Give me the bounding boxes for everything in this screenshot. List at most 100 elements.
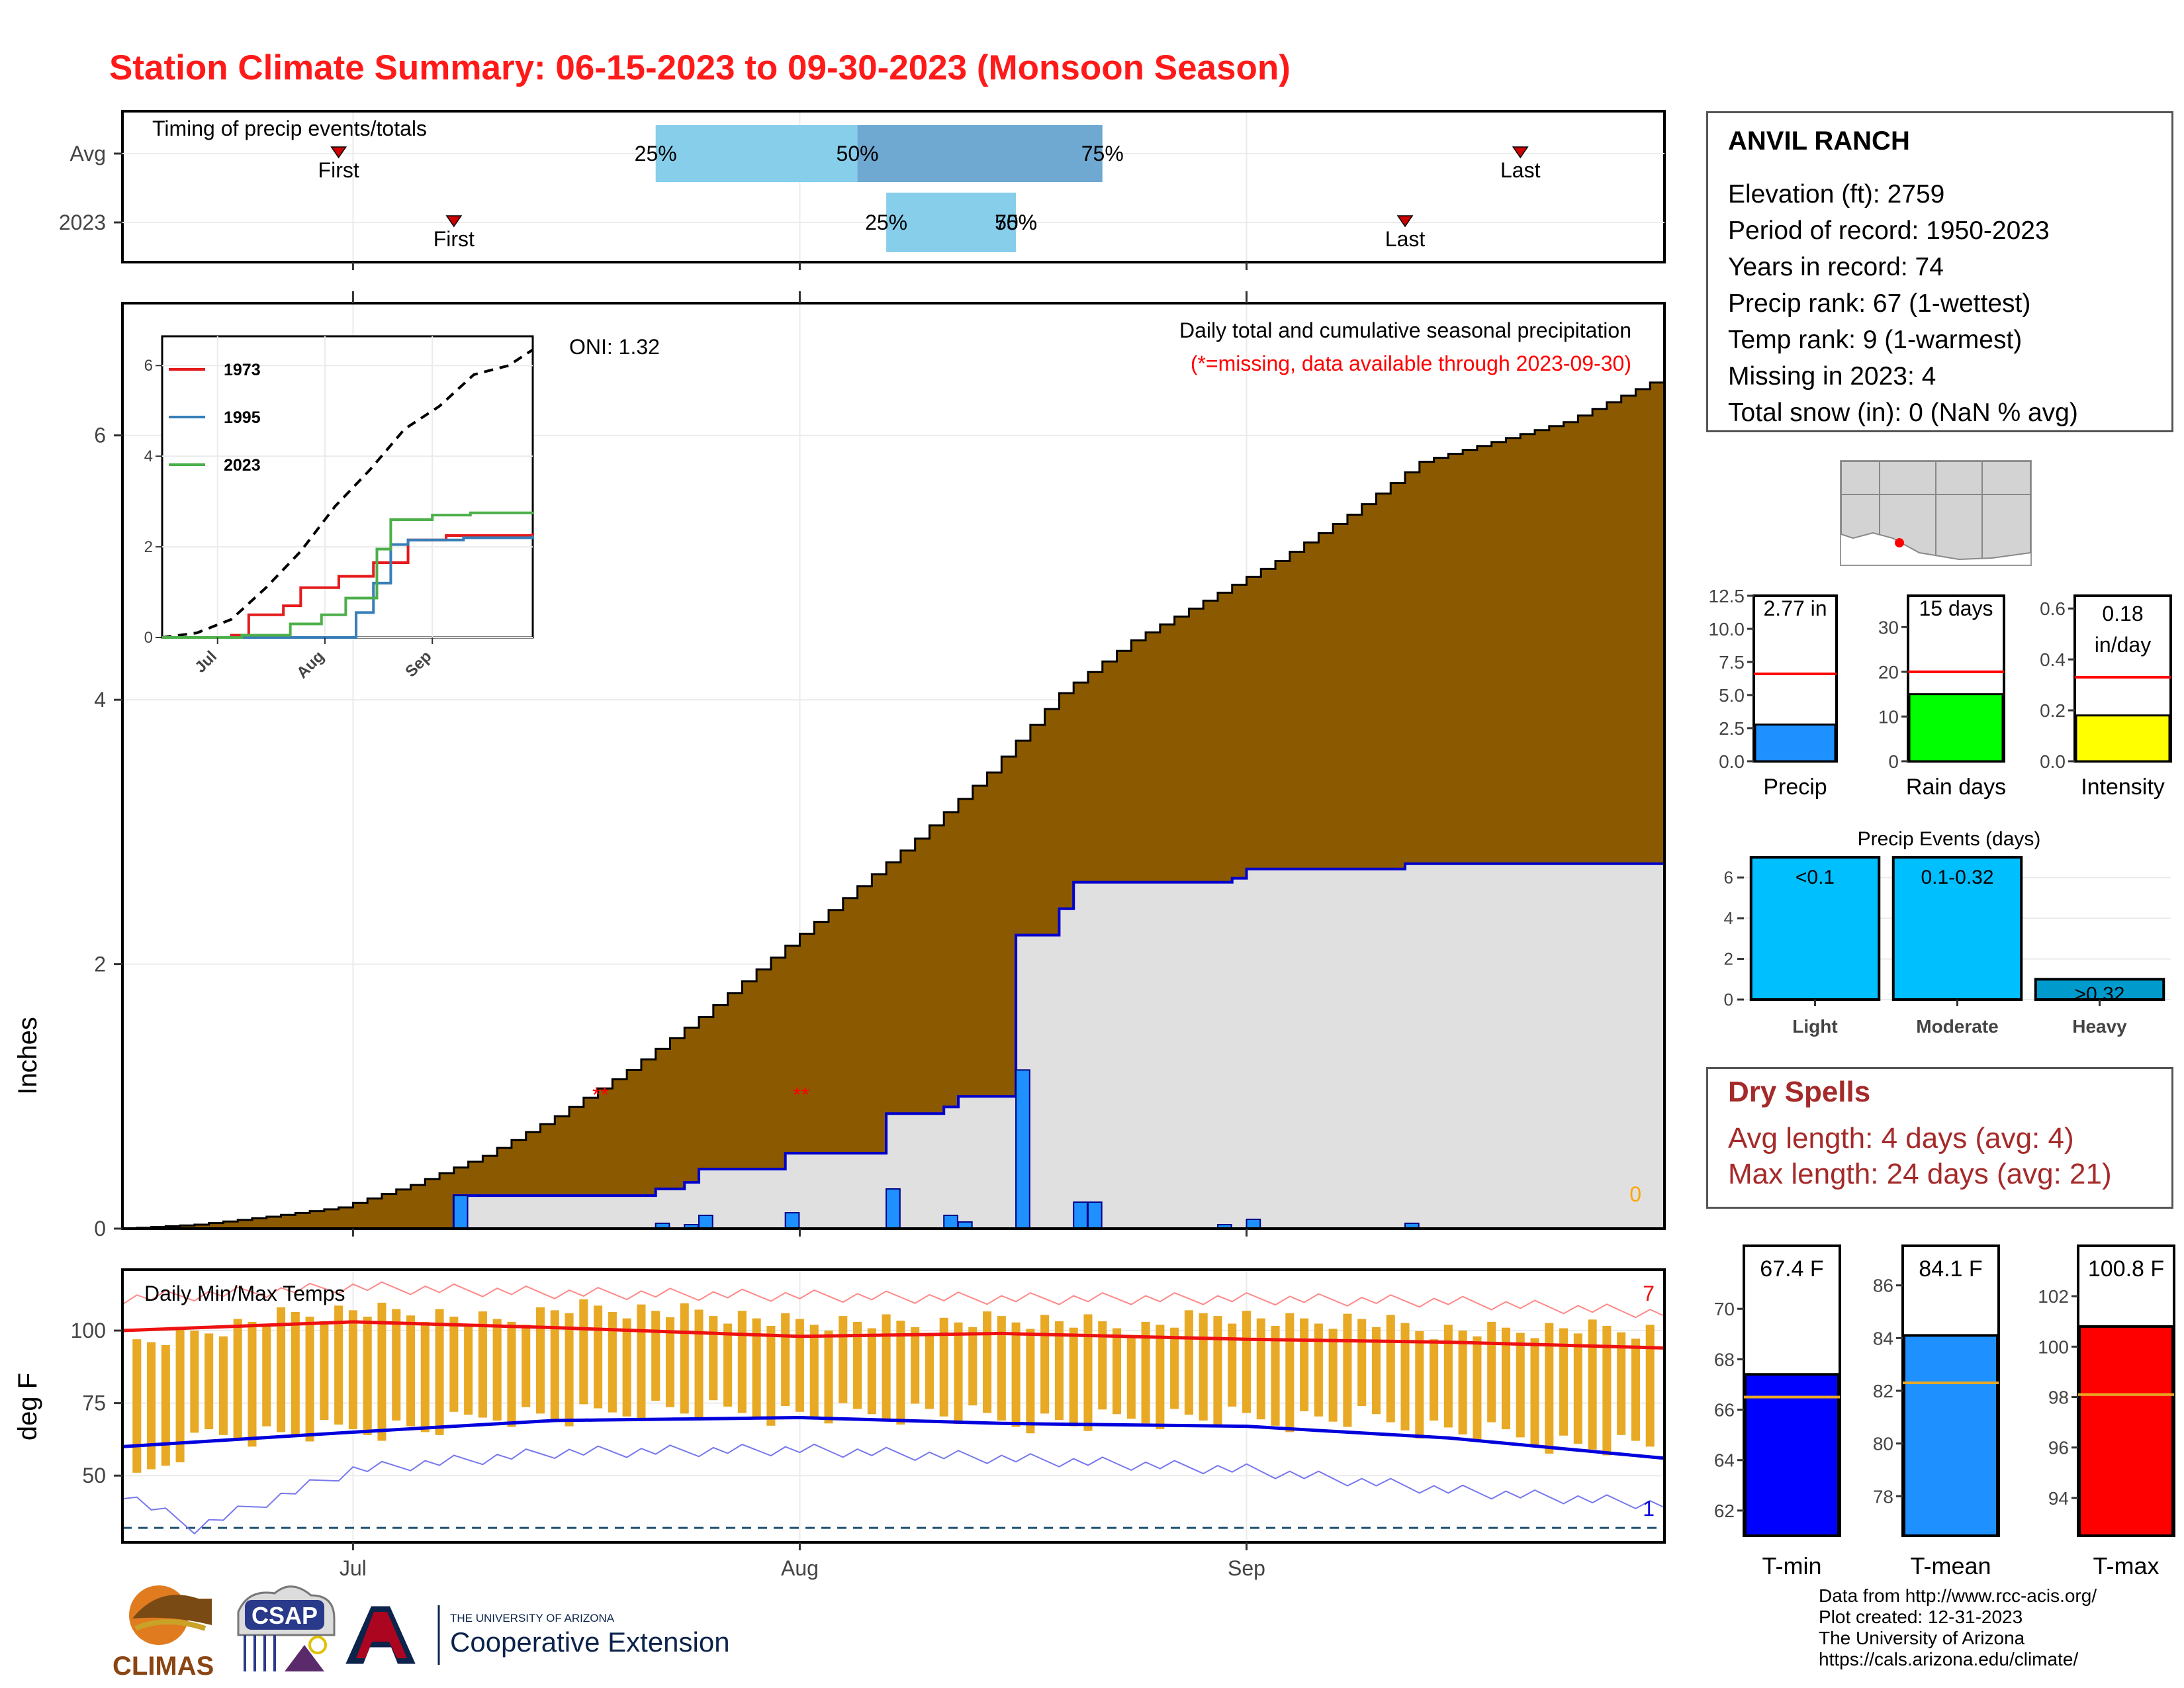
temp-range-bar	[147, 1342, 156, 1470]
temp-range-bar	[651, 1311, 660, 1401]
temp-range-bar	[1343, 1313, 1352, 1427]
temp-series-line	[122, 1281, 1665, 1319]
timing-row-label: 2023	[59, 211, 106, 234]
precip-events-bars: <0.1 0.1-0.32>0.32	[1749, 856, 2165, 1005]
mini-bar-tick-label: 0.0	[1719, 751, 1745, 772]
station-location-dot	[1895, 538, 1904, 547]
daily-precip-bar	[698, 1215, 713, 1229]
mini-bar-tick-label: 10	[1878, 706, 1899, 727]
mini-bar-tick-label: 0.2	[2040, 700, 2066, 721]
temp-range-bar	[766, 1326, 776, 1426]
footer-url: https://cals.arizona.edu/climate/	[1819, 1649, 2079, 1669]
precip-note-title: Daily total and cumulative seasonal prec…	[1179, 318, 1631, 342]
temp-range-bar	[348, 1310, 357, 1430]
daily-precip-bar	[943, 1215, 958, 1229]
station-temp-rank: Temp rank: 9 (1-warmest)	[1728, 326, 2023, 354]
precip-chart: 0 2 4 6 Inches Daily total and cumulative s…	[13, 291, 1666, 1241]
inset-y-tick-label: 0	[144, 629, 153, 647]
daily-precip-bar	[1246, 1219, 1261, 1230]
precip-y-tick-label: 6	[94, 424, 106, 447]
temp-range-bar	[507, 1321, 516, 1427]
temp-range-bar	[1170, 1327, 1179, 1409]
temp-range-bar	[1011, 1322, 1021, 1427]
temp-summary-value-bar	[2078, 1325, 2174, 1537]
temp-y-tick-label: 50	[82, 1464, 106, 1487]
temp-range-bar	[305, 1317, 314, 1442]
precip-y-tick-label: 2	[94, 953, 106, 976]
temp-range-bars	[132, 1299, 1655, 1473]
temp-y-tick-label: 75	[82, 1391, 106, 1415]
temp-summary-tick-label: 68	[1714, 1349, 1735, 1370]
temp-series-line	[122, 1416, 1665, 1460]
events-category-label: Heavy	[2072, 1016, 2127, 1037]
temp-range-bar	[579, 1299, 588, 1405]
timing-y-labels: Avg 2023	[59, 142, 122, 234]
temp-range-bar	[1430, 1339, 1439, 1421]
daily-precip-bar	[1073, 1201, 1088, 1229]
temp-range-bar	[882, 1314, 891, 1420]
temp-range-bar	[478, 1311, 487, 1418]
temp-range-bar	[983, 1311, 992, 1413]
temp-range-bar	[1328, 1329, 1338, 1422]
temp-range-bar	[1588, 1319, 1597, 1450]
events-y-tick-label: 6	[1724, 868, 1733, 888]
mini-bar-category-label: Precip	[1763, 774, 1827, 800]
temp-x-tick-label: Aug	[781, 1556, 819, 1580]
precip-y-axis: 0 2 4 6	[94, 424, 122, 1241]
temp-range-bar	[911, 1327, 920, 1404]
temp-range-bar	[1228, 1323, 1237, 1407]
obs-cumulative-line	[122, 862, 1666, 1230]
precip-events-axes: 0 2 4 6 Light Moderate Heavy	[1724, 868, 2128, 1037]
precip-y-tick-label: 0	[94, 1217, 106, 1241]
events-y-tick-label: 0	[1724, 990, 1733, 1009]
inset-series-line	[161, 348, 534, 639]
mini-bar-value-label: 0.18	[2102, 602, 2143, 626]
temp-range-bar	[233, 1319, 242, 1441]
temp-range-bar	[1487, 1321, 1496, 1423]
temp-range-bar	[1443, 1325, 1453, 1428]
season-summary-bars: 0.0 2.5 5.0 7.5 10.0 12.5 2.77 in Precip 0 10 20 30…	[1709, 586, 2172, 800]
temp-range-bar	[997, 1316, 1006, 1421]
mini-bar-tick-label: 10.0	[1709, 619, 1745, 639]
temp-range-bar	[1156, 1325, 1165, 1430]
mini-bar-value	[1908, 693, 2004, 763]
temp-range-bar	[1242, 1311, 1251, 1413]
temp-range-bar	[752, 1318, 761, 1420]
temp-range-bar	[1386, 1315, 1395, 1423]
temp-range-bar	[334, 1305, 343, 1425]
temp-range-bar	[565, 1313, 574, 1427]
temp-range-bar	[594, 1305, 603, 1409]
footer-logos: CLIMAS CSAP THE UNIVERSITY OF ARIZONA Co…	[113, 1585, 730, 1681]
temp-x-tick-label: Jul	[340, 1556, 367, 1580]
zero-count-label: 0	[1629, 1182, 1641, 1206]
temp-range-bar	[161, 1344, 170, 1466]
temp-range-bar	[1400, 1323, 1410, 1430]
timing-last-marker	[1396, 215, 1414, 228]
daily-precip-bar	[453, 1195, 469, 1229]
temp-summary-tick-label: 62	[1714, 1501, 1735, 1521]
temp-range-bar	[1285, 1313, 1295, 1432]
temp-range-bar	[737, 1311, 747, 1413]
precip-events-title: Precip Events (days)	[1858, 828, 2041, 850]
temp-range-bar	[363, 1317, 372, 1435]
oni-label: ONI: 1.32	[569, 335, 660, 359]
svg-text:CLIMAS: CLIMAS	[113, 1652, 214, 1681]
timing-last-marker	[1512, 146, 1529, 159]
temp-summary-tick-label: 78	[1873, 1486, 1893, 1507]
station-precip-rank: Precip rank: 67 (1-wettest)	[1728, 289, 2031, 318]
temp-label: Daily Min/Max Temps	[144, 1282, 345, 1305]
inset-lines	[161, 348, 534, 639]
temp-range-bar	[1415, 1331, 1424, 1439]
temp-axes: Jul Aug Sep 50 75 100	[71, 1319, 1265, 1580]
daily-precip-bar	[1015, 1069, 1030, 1230]
mini-bar-category-label: Intensity	[2081, 774, 2165, 800]
temp-summary-tick-label: 66	[1714, 1400, 1735, 1421]
temp-summary-category-label: T-mean	[1910, 1552, 1991, 1579]
inset-legend-label: 2023	[224, 456, 261, 475]
temp-range-bar	[781, 1313, 790, 1406]
dry-spells-avg: Avg length: 4 days (avg: 4)	[1728, 1122, 2074, 1154]
mini-bar-value-unit: in/day	[2095, 633, 2151, 657]
mini-bar-value	[2075, 714, 2171, 763]
inset-series-line	[162, 535, 534, 639]
